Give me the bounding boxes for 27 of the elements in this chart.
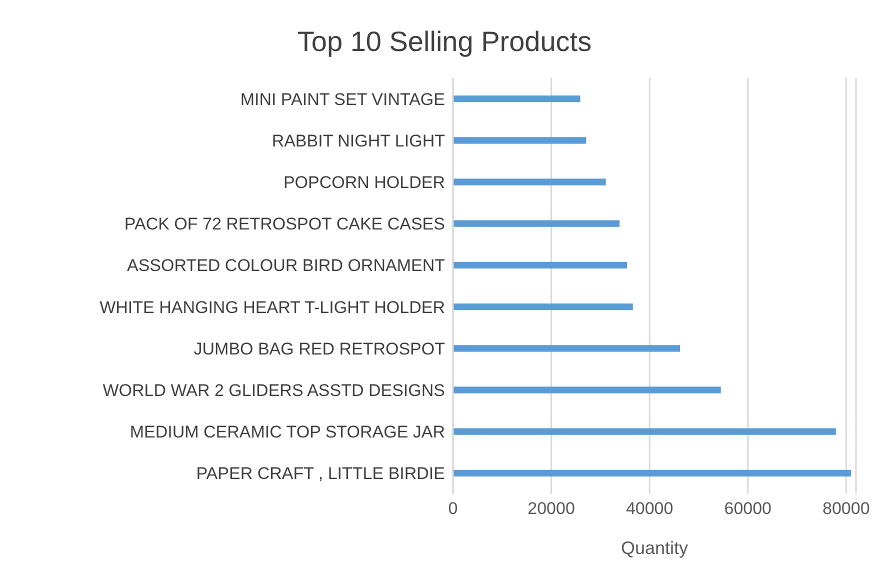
y-tick-label: WHITE HANGING HEART T-LIGHT HOLDER bbox=[100, 298, 445, 317]
x-tick-label: 0 bbox=[448, 499, 458, 518]
y-tick-label: ASSORTED COLOUR BIRD ORNAMENT bbox=[126, 256, 445, 276]
bar bbox=[453, 470, 852, 477]
bar bbox=[453, 95, 580, 102]
y-tick-label: MINI PAINT SET VINTAGE bbox=[240, 90, 445, 109]
y-tick-label: RABBIT NIGHT LIGHT bbox=[272, 131, 445, 150]
y-tick-label: PAPER CRAFT , LITTLE BIRDIE bbox=[196, 464, 445, 484]
x-tick-label: 80000 bbox=[822, 499, 870, 518]
y-tick-label: PACK OF 72 RETROSPOT CAKE CASES bbox=[124, 214, 445, 234]
bar bbox=[453, 137, 586, 144]
y-tick-label: POPCORN HOLDER bbox=[283, 173, 445, 192]
chart-title: Top 10 Selling Products bbox=[296, 25, 593, 59]
bar bbox=[453, 178, 606, 186]
bar bbox=[453, 386, 721, 394]
x-tick-label: 60000 bbox=[724, 499, 772, 518]
x-tick-label: 40000 bbox=[626, 499, 674, 518]
y-tick-label: MEDIUM CERAMIC TOP STORAGE JAR bbox=[130, 422, 445, 442]
x-tick-label: 20000 bbox=[528, 499, 575, 518]
bar bbox=[453, 303, 633, 310]
bar bbox=[453, 220, 620, 227]
bar bbox=[453, 428, 836, 435]
bar bbox=[453, 345, 680, 352]
y-tick-label: JUMBO BAG RED RETROSPOT bbox=[194, 339, 445, 358]
y-tick-label: WORLD WAR 2 GLIDERS ASSTD DESIGNS bbox=[102, 381, 445, 400]
x-axis-title: Quantity bbox=[620, 538, 688, 558]
bar bbox=[453, 262, 627, 269]
